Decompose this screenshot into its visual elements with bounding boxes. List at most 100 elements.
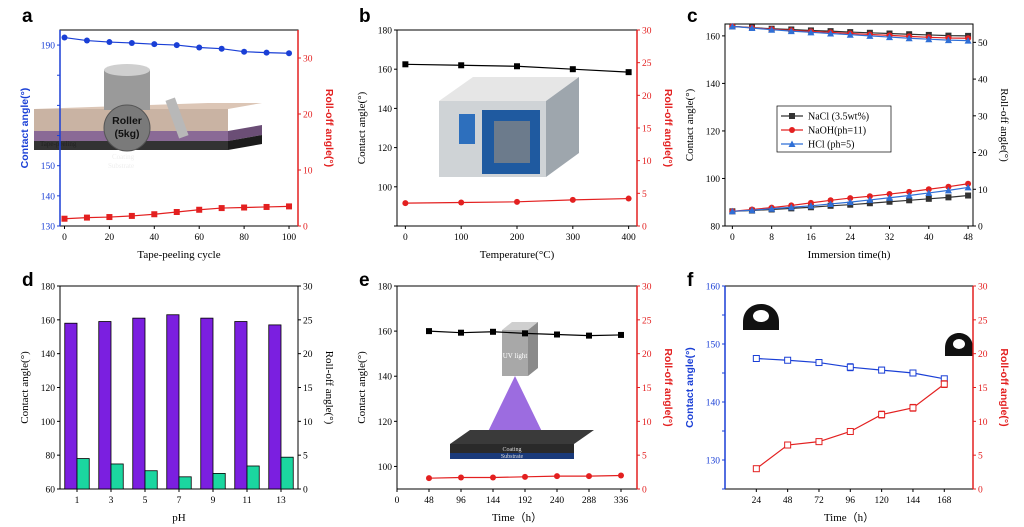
data-point [61,215,68,222]
chart-a: a Roller(5kg) Tape-peeling CoatingSubstrate… [19,6,335,261]
data-point [886,33,894,41]
uv-coating-label: Coating [503,447,522,453]
uv-coating-layer [450,444,574,453]
data-point [866,32,874,39]
y-left-tick-label: 160 [706,32,721,42]
data-point [173,42,180,49]
y-right-tick-label: 30 [303,55,313,65]
y-left-tick-label: 60 [46,486,56,496]
x-tick-label: 8 [769,233,774,243]
droplet-insets [743,304,973,356]
series-0 [61,34,293,57]
x-tick-label: 120 [875,496,890,506]
roller-label: Roller [112,115,142,127]
data-point [522,473,528,480]
x-tick-label: 200 [510,233,525,243]
y-right-tick-label: 30 [978,283,988,293]
data-point [866,196,874,203]
droplet-final-highlight [953,339,965,349]
data-point [426,475,432,482]
x-tick-label: 96 [846,496,856,506]
data-point [827,30,835,37]
y-right-tick-label: 25 [642,59,652,69]
roller-body [104,70,150,110]
x-tick-label: 80 [239,233,249,243]
y-left-tick-label: 120 [378,144,393,154]
y-right-axis-title: Roll-off angle(°) [662,348,674,426]
oven-top [439,77,579,101]
y-right-tick-label: 20 [303,111,313,121]
data-point [925,35,933,43]
panel-letter-c: c [687,6,698,27]
y-right-tick-label: 20 [978,149,988,159]
y-left-tick-label: 140 [41,192,56,202]
data-point [827,197,834,204]
x-axis-title: Temperature(°C) [480,249,555,261]
data-point [878,411,886,419]
x-tick-label: 20 [105,233,115,243]
data-point [964,37,972,44]
data-point [906,188,913,195]
data-point [787,203,795,211]
bar-roll-off-angle [246,465,260,490]
legend-label: NaCl (3.5wt%) [808,112,869,123]
data-point [61,34,68,41]
data-point [522,330,528,337]
uv-lamp-front [502,330,528,376]
panel-letter-d: d [22,270,34,291]
y-left-tick-label: 130 [706,457,721,467]
y-right-tick-label: 5 [642,190,647,200]
legend-label: HCl (ph=5) [808,140,854,151]
y-right-tick-label: 0 [303,486,308,496]
substrate-label: Substrate [108,162,134,170]
y-left-tick-label: 140 [41,350,56,360]
data-point [218,205,225,212]
y-right-tick-label: 20 [642,350,652,360]
bar-roll-off-angle [110,463,124,490]
data-point [458,199,465,206]
data-point [944,186,952,194]
roller-weight: (5kg) [114,128,139,140]
series-1 [61,203,293,222]
chart-b: b 0 100 200 300 400 100 120 140 160 180 0 5 10 15 20 25 3… [356,6,674,261]
bar-roll-off-angle [178,476,192,490]
data-point [906,197,913,204]
y-right-tick-label: 10 [642,418,652,428]
y-left-tick-label: 140 [378,105,393,115]
y-right-tick-label: 15 [978,384,988,394]
x-tick-label: 100 [454,233,469,243]
panel-letter-a: a [22,6,33,27]
data-point [728,22,736,30]
x-tick-label: 400 [622,233,637,243]
data-point [925,186,932,193]
data-point [965,192,972,199]
data-point [728,207,736,215]
x-tick-label: 7 [177,496,182,506]
data-point [925,189,933,196]
x-tick-label: 32 [885,233,895,243]
data-point [554,473,560,480]
y-right-tick-label: 25 [978,316,988,326]
chart-f: f 24 48 72 96 120 144 168 130 140 150 160 0 5 10 15 20 25… [684,270,1010,524]
data-point [846,363,854,371]
x-tick-label: 11 [242,496,251,506]
data-point [807,202,815,209]
y-right-tick-label: 30 [642,27,652,37]
data-point [940,380,948,388]
data-point [787,27,795,35]
uv-beam [482,376,548,444]
x-axis-title: Time（h） [492,511,542,524]
x-tick-label: 48 [963,233,973,243]
x-axis-title: Tape-peeling cycle [137,249,220,261]
bar-contact-angle [268,324,282,490]
y-left-tick-label: 100 [378,183,393,193]
x-tick-label: 40 [924,233,934,243]
x-tick-label: 0 [403,233,408,243]
y-left-axis-title: Contact angle(°) [19,351,31,424]
y-right-tick-label: 15 [303,384,313,394]
data-point [784,441,792,449]
y-left-axis-title: Contact angle(°) [684,88,696,161]
data-point [815,438,823,446]
